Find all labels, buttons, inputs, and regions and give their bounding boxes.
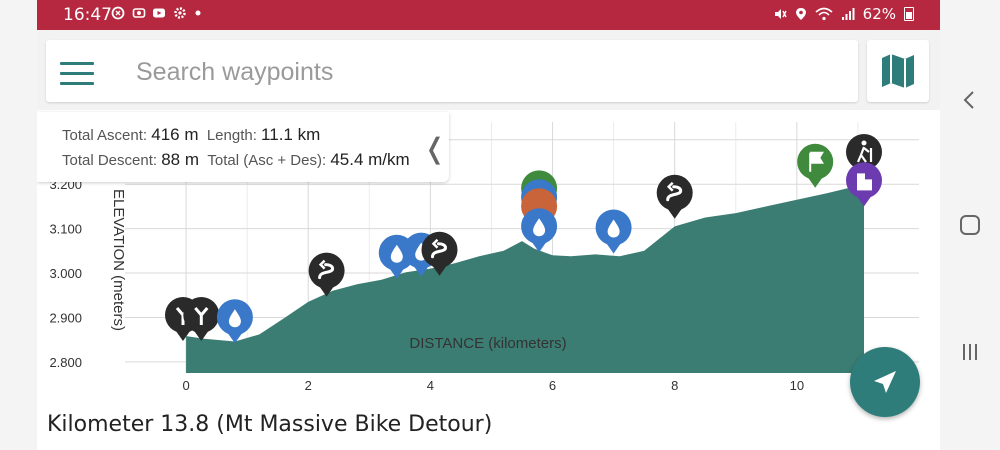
- length-label: Length:: [206, 127, 257, 144]
- map-icon: [882, 54, 914, 88]
- ascent-label: Total Ascent:: [62, 127, 148, 144]
- menu-icon-line: [60, 62, 94, 65]
- youtube-icon: [153, 8, 166, 18]
- x-axis-ticks: 0 2 4 6 8 10: [182, 378, 804, 393]
- recents-icon[interactable]: [958, 340, 982, 364]
- location-icon: [795, 8, 806, 20]
- camera-icon: [132, 8, 145, 18]
- waypoint-markers: [165, 134, 882, 344]
- phone-screen: 16:47 62%: [37, 0, 940, 450]
- x-axis-label: DISTANCE (kilometers): [409, 335, 566, 352]
- collapse-stats-button[interactable]: ❬: [423, 132, 447, 165]
- home-icon[interactable]: [958, 213, 982, 237]
- y-tick-label: 2.900: [49, 310, 82, 325]
- status-time: 16:47: [63, 5, 112, 25]
- marker-water[interactable]: [521, 208, 558, 253]
- marker-curve[interactable]: [308, 252, 345, 297]
- marker-water[interactable]: [216, 299, 253, 344]
- water-drop-icon: [228, 309, 241, 328]
- hiker-icon: [856, 140, 873, 163]
- marker-curve[interactable]: [421, 231, 458, 276]
- x-tick-label: 8: [671, 378, 678, 393]
- x-tick-label: 2: [305, 378, 312, 393]
- x-tick-label: 6: [549, 378, 556, 393]
- status-bar: 16:47 62%: [37, 0, 940, 30]
- marker-junction[interactable]: [183, 297, 220, 341]
- back-icon[interactable]: [958, 88, 982, 112]
- battery-icon: [904, 7, 914, 21]
- water-drop-icon: [607, 219, 620, 238]
- mute-icon: [774, 9, 787, 19]
- signal-icon: [841, 8, 855, 20]
- y-tick-label: 3.100: [49, 222, 82, 237]
- wifi-icon: [815, 7, 833, 21]
- water-drop-icon: [390, 244, 403, 263]
- stats-row-ascent: Total Ascent: 416 m Length: 11.1 km: [62, 125, 320, 145]
- elevation-area: [186, 184, 865, 373]
- app-bar: [37, 30, 940, 110]
- stats-row-descent: Total Descent: 88 m Total (Asc + Des): 4…: [62, 150, 410, 170]
- battery-percent: 62%: [862, 5, 896, 23]
- curve-icon: [666, 181, 683, 202]
- total-value: 45.4 m/km: [330, 150, 410, 169]
- map-button[interactable]: [867, 40, 929, 102]
- x-tick-label: 4: [427, 378, 434, 393]
- fork-icon: [194, 307, 209, 325]
- search-bar: [46, 40, 858, 102]
- y-tick-label: 3.000: [49, 266, 82, 281]
- marker-flag[interactable]: [797, 143, 834, 188]
- menu-icon-line: [60, 82, 94, 85]
- navigate-button[interactable]: [850, 347, 920, 417]
- bottom-info-bar[interactable]: Kilometer 13.8 (Mt Massive Bike Detour): [37, 400, 940, 450]
- y-tick-label: 2.800: [49, 355, 82, 370]
- total-label: Total (Asc + Des):: [207, 152, 327, 169]
- length-value: 11.1 km: [261, 125, 321, 144]
- building-icon: [857, 173, 872, 191]
- water-drop-icon: [533, 218, 546, 237]
- settings-icon: [174, 7, 186, 19]
- curve-icon: [431, 238, 448, 259]
- search-input[interactable]: [134, 54, 838, 90]
- descent-value: 88 m: [161, 150, 200, 169]
- waypoint-title: Kilometer 13.8 (Mt Massive Bike Detour): [47, 412, 493, 437]
- y-axis-label: ELEVATION (meters): [110, 189, 127, 331]
- status-left-icons: [111, 6, 202, 21]
- flag-icon: [809, 151, 824, 172]
- system-nav-bar: [940, 0, 1000, 450]
- notification-icon: [111, 6, 125, 20]
- dot-icon: [195, 10, 200, 16]
- ascent-value: 416 m: [151, 125, 199, 144]
- menu-button[interactable]: [60, 58, 96, 86]
- stats-card: Total Ascent: 416 m Length: 11.1 km Tota…: [37, 112, 449, 182]
- curve-icon: [318, 259, 335, 280]
- x-tick-label: 10: [790, 378, 804, 393]
- navigation-arrow-icon: [874, 371, 896, 393]
- marker-town[interactable]: [846, 162, 882, 207]
- menu-icon-line: [60, 72, 94, 75]
- marker-curve[interactable]: [656, 174, 693, 219]
- x-tick-label: 0: [182, 378, 189, 393]
- marker-water[interactable]: [595, 209, 632, 254]
- descent-label: Total Descent:: [62, 152, 158, 169]
- status-right: 62%: [773, 5, 914, 23]
